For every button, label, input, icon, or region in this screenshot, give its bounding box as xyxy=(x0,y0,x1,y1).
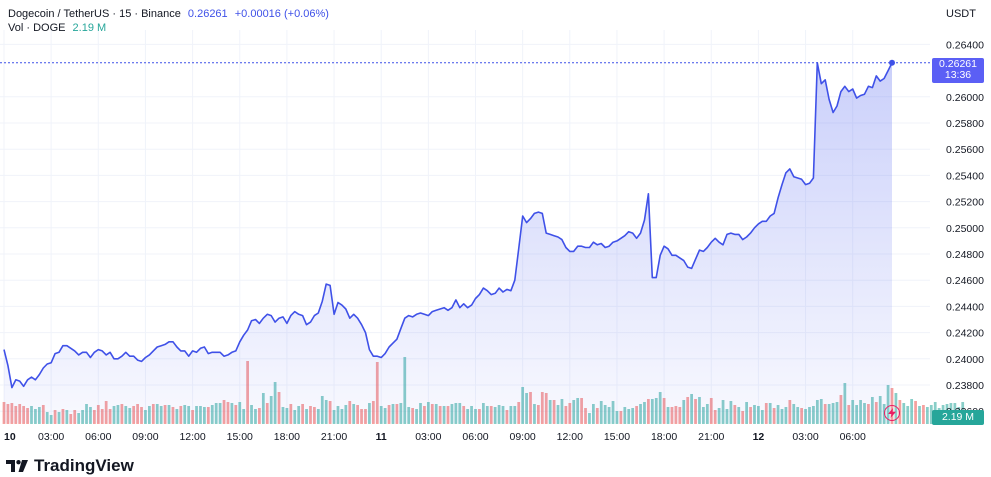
price-tick: 0.24400 xyxy=(946,301,984,313)
time-tick: 12:00 xyxy=(557,431,583,443)
time-tick: 10 xyxy=(4,431,16,443)
price-tick: 0.23800 xyxy=(946,380,984,392)
price-area xyxy=(4,62,892,424)
time-tick: 21:00 xyxy=(321,431,347,443)
time-tick: 03:00 xyxy=(415,431,441,443)
last-price-label: 0.26261 13:36 xyxy=(932,58,984,83)
price-tick: 0.24000 xyxy=(946,354,984,366)
price-tick: 0.25600 xyxy=(946,144,984,156)
volume-bar xyxy=(906,406,910,424)
time-tick: 06:00 xyxy=(85,431,111,443)
volume-label[interactable]: Vol · DOGE xyxy=(8,22,66,34)
time-tick: 06:00 xyxy=(840,431,866,443)
time-tick: 12 xyxy=(753,431,765,443)
time-tick: 09:00 xyxy=(132,431,158,443)
volume-bar xyxy=(925,407,929,424)
currency-label[interactable]: USDT xyxy=(946,8,976,20)
volume-bar xyxy=(922,405,925,424)
time-axis[interactable]: 10 03:00 06:00 09:00 12:00 15:00 18:00 21:00 11 0… xyxy=(4,431,866,443)
price-change: +0.00016 (+0.06%) xyxy=(234,8,329,20)
time-tick: 15:00 xyxy=(227,431,253,443)
time-tick: 18:00 xyxy=(651,431,677,443)
last-price-value: 0.26261 xyxy=(939,58,977,70)
price-tick: 0.25800 xyxy=(946,118,984,130)
lightning-icon xyxy=(888,408,896,418)
time-tick: 21:00 xyxy=(698,431,724,443)
price-axis[interactable]: 0.26400 0.26000 0.25800 0.25600 0.25400 0.252… xyxy=(946,39,984,418)
symbol-name[interactable]: Dogecoin / TetherUS · 15 · Binance xyxy=(8,8,181,20)
time-tick: 18:00 xyxy=(274,431,300,443)
price-line xyxy=(3,62,893,389)
last-price-dot xyxy=(889,59,895,66)
symbol-header: Dogecoin / TetherUS · 15 · Binance 0.262… xyxy=(8,8,333,20)
last-price: 0.26261 xyxy=(187,8,228,20)
time-tick: 06:00 xyxy=(462,431,488,443)
brand-name: TradingView xyxy=(34,456,134,475)
price-tick: 0.24600 xyxy=(946,275,984,287)
tradingview-logo-icon xyxy=(6,460,28,472)
price-tick: 0.26400 xyxy=(946,39,984,51)
volume-bar xyxy=(902,403,906,424)
time-tick: 15:00 xyxy=(604,431,630,443)
volume-bar xyxy=(910,399,914,424)
time-tick: 03:00 xyxy=(38,431,64,443)
tradingview-logo[interactable]: TradingView xyxy=(6,456,134,476)
price-tick: 0.24800 xyxy=(946,249,984,261)
price-tick: 0.25000 xyxy=(946,223,984,235)
volume-bar xyxy=(929,405,933,424)
time-tick: 09:00 xyxy=(510,431,536,443)
replay-button[interactable] xyxy=(884,405,900,421)
price-tick: 0.26000 xyxy=(946,92,984,104)
volume-header: Vol · DOGE 2.19 M xyxy=(8,22,110,34)
bar-countdown: 13:36 xyxy=(944,69,972,81)
price-tick: 0.25200 xyxy=(946,197,984,209)
volume-value: 2.19 M xyxy=(72,22,107,34)
price-tick: 0.24200 xyxy=(946,328,984,340)
volume-last-label: 2.19 M xyxy=(932,410,984,425)
time-tick: 12:00 xyxy=(179,431,205,443)
time-tick: 11 xyxy=(376,431,387,443)
volume-bar xyxy=(914,401,917,424)
price-tick: 0.25400 xyxy=(946,170,984,182)
time-tick: 03:00 xyxy=(792,431,818,443)
volume-bar xyxy=(918,406,921,424)
